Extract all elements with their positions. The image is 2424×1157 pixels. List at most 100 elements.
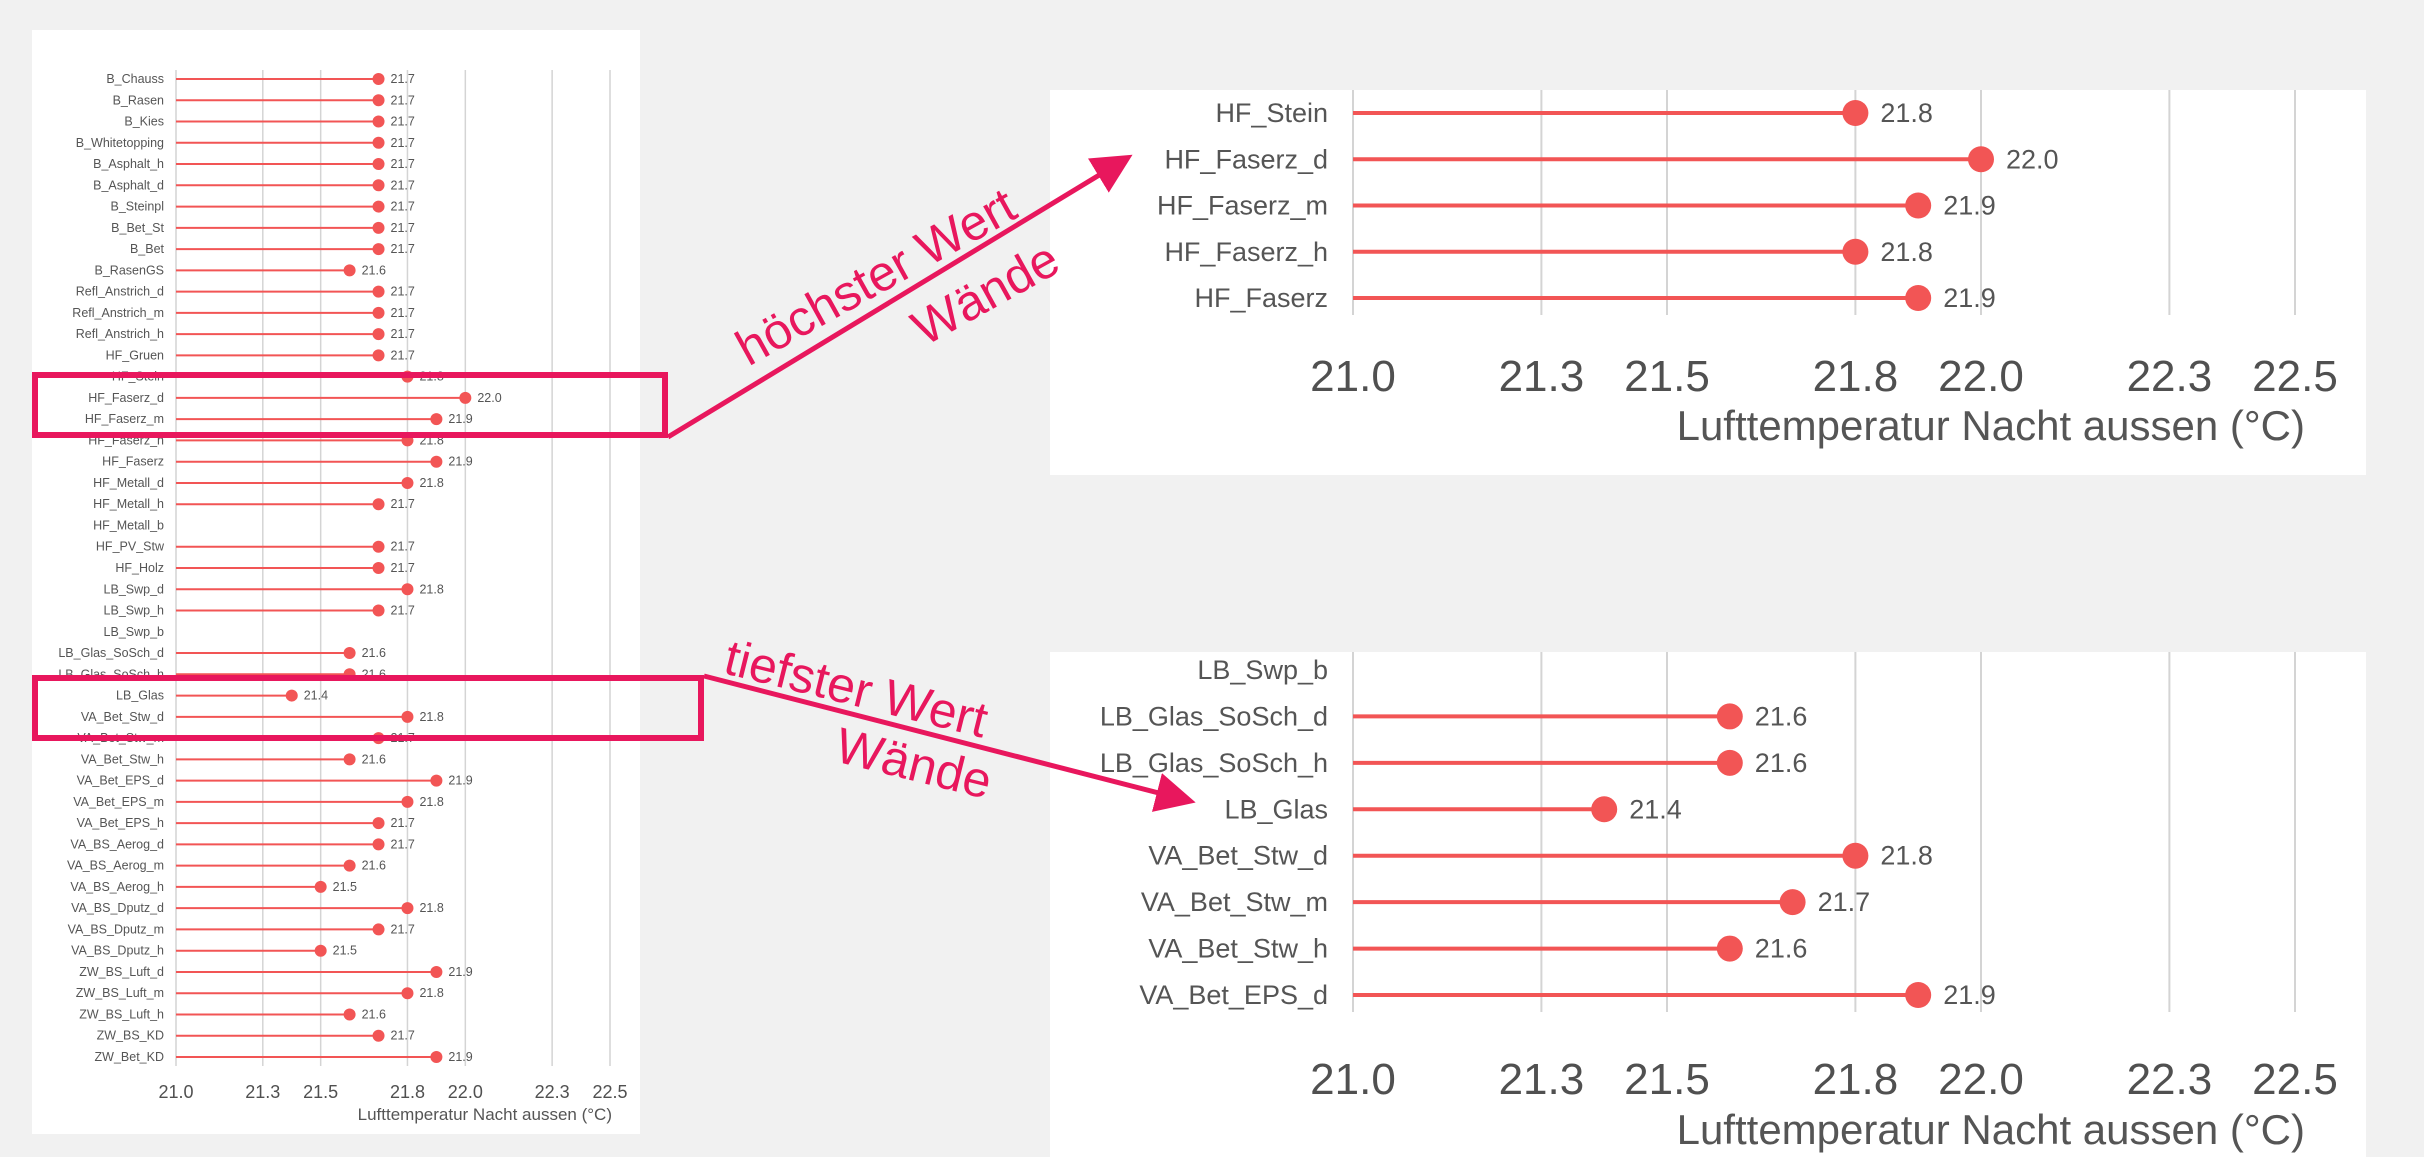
category-label: VA_Bet_EPS_m [73,795,164,809]
data-label: 21.6 [362,263,386,277]
data-label: 21.8 [419,710,443,724]
data-label: 21.8 [419,582,443,596]
x-axis-title: Lufttemperatur Nacht aussen (°C) [1677,402,2305,449]
data-label: 21.7 [391,497,415,511]
x-tick-label: 22.5 [2252,352,2338,401]
lollipop-point [1968,146,1994,173]
lollipop-point [1842,238,1869,265]
data-label: 21.8 [419,476,443,490]
lollipop-point [343,647,356,660]
data-label: 21.7 [391,115,415,129]
category-label: B_Steinpl [110,200,164,214]
lollipop-point [372,73,385,85]
x-tick-label: 22.3 [2127,1055,2213,1104]
category-label: B_Bet_St [111,221,164,235]
data-label: 21.7 [391,1029,415,1043]
lollipop-point [372,306,385,319]
highlight-box-low [32,675,704,741]
data-label: 21.7 [391,604,415,618]
lollipop-point [401,583,414,596]
category-label: Refl_Anstrich_h [76,327,164,341]
category-label: HF_Faserz_d [88,391,164,405]
category-label: VA_BS_Dputz_d [71,901,164,915]
lollipop-point [372,179,385,192]
lollipop-point [401,476,414,489]
lollipop-point [372,604,385,617]
data-label: 21.7 [391,242,415,256]
lollipop-point [1716,703,1743,730]
category-label: Refl_Anstrich_m [72,306,164,320]
x-tick-label: 21.3 [1499,352,1585,401]
category-label: VA_Bet_Stw_h [1148,934,1328,964]
lollipop-point [372,115,385,128]
data-label: 21.7 [391,200,415,214]
lollipop-point [343,753,356,766]
category-label: ZW_BS_KD [97,1029,164,1043]
lollipop-point [372,349,385,362]
lollipop-point [372,817,385,830]
data-label: 21.7 [391,93,415,107]
lollipop-point [430,455,443,468]
category-label: HF_Gruen [106,348,164,362]
data-label: 22.0 [2006,144,2059,174]
data-label: 21.6 [1755,934,1808,964]
data-label: 21.8 [419,986,443,1000]
lollipop-point [1716,935,1743,962]
category-label: ZW_BS_Luft_m [76,986,164,1000]
category-label: B_RasenGS [95,263,164,277]
data-label: 21.7 [391,306,415,320]
category-label: HF_Faserz_m [85,412,164,426]
data-label: 21.7 [391,561,415,575]
data-label: 21.7 [391,327,415,341]
data-label: 21.8 [1880,237,1933,267]
lollipop-point [430,965,443,978]
data-label: 21.6 [362,859,386,873]
category-label: HF_Metall_d [93,476,164,490]
x-tick-label: 21.0 [1310,352,1396,401]
category-label: ZW_BS_Luft_d [79,965,164,979]
data-label: 21.7 [1818,887,1871,917]
data-label: 21.6 [362,646,386,660]
data-label: 21.7 [391,922,415,936]
x-tick-label: 22.0 [448,1082,483,1102]
category-label: HF_Stein [1215,98,1328,128]
data-label: 21.4 [304,689,328,703]
category-label: HF_PV_Stw [96,540,165,554]
category-label: LB_Glas_SoSch_d [1100,701,1328,731]
data-label: 21.8 [419,901,443,915]
data-label: 21.7 [391,816,415,830]
data-label: 21.8 [419,795,443,809]
x-tick-label: 22.0 [1938,352,2024,401]
category-label: VA_BS_Aerog_d [70,837,164,851]
lollipop-point [372,923,385,936]
category-label: VA_BS_Aerog_m [67,859,164,873]
category-label: LB_Swp_h [104,604,165,618]
data-label: 21.9 [1943,980,1996,1010]
category-label: B_Asphalt_d [93,178,164,192]
x-tick-label: 21.3 [245,1082,280,1102]
category-label: B_Chauss [106,72,164,86]
x-axis-title: Lufttemperatur Nacht aussen (°C) [358,1105,612,1124]
category-label: VA_Bet_Stw_m [1141,887,1328,917]
lollipop-point [1779,889,1806,916]
lollipop-point [1905,192,1932,219]
x-tick-label: 21.0 [1310,1055,1396,1104]
x-tick-label: 21.5 [303,1082,338,1102]
data-label: 21.7 [391,178,415,192]
lollipop-point [372,838,385,851]
data-label: 21.9 [448,1050,472,1064]
data-label: 21.7 [391,540,415,554]
lollipop-point [372,94,385,107]
category-label: LB_Glas_SoSch_h [1100,748,1328,778]
lollipop-point [430,413,443,426]
lollipop-point [314,944,327,957]
category-label: B_Rasen [113,93,164,107]
lollipop-point [372,221,385,234]
category-label: VA_Bet_EPS_d [77,774,164,788]
lollipop-point [314,880,327,893]
chart-panel-zoom-high: 21.0 21.3 21.5 21.8 22.0 22.3 22.5 HF_Stein 21.8… [1050,90,2366,475]
category-label: HF_Faserz [1194,283,1328,313]
lollipop-point [1716,749,1743,776]
category-label: LB_Glas [1224,794,1328,824]
lollipop-point [401,795,414,808]
